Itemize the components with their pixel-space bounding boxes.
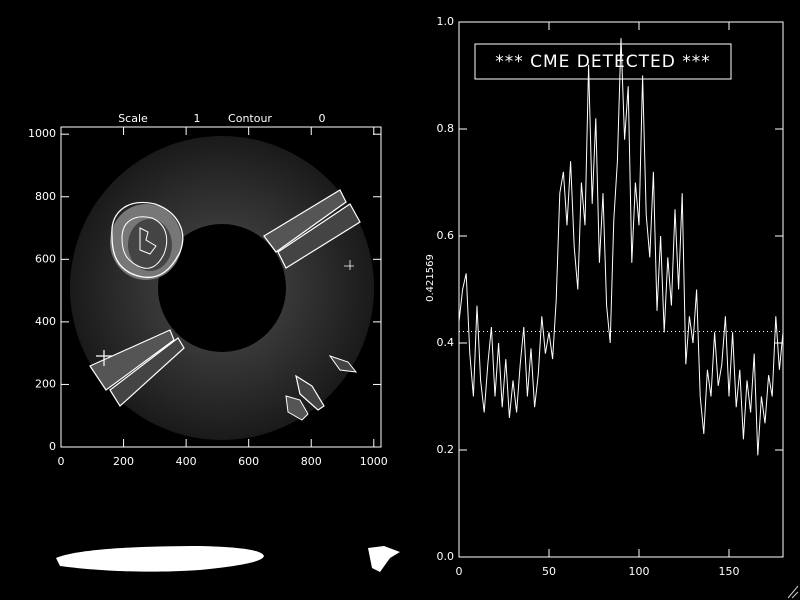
y-tick-label: 1.0 xyxy=(437,15,455,28)
x-tick-label: 1000 xyxy=(360,455,388,468)
x-tick-label: 600 xyxy=(238,455,259,468)
coronagraph-image xyxy=(70,136,374,440)
y-tick-label: 800 xyxy=(35,190,56,203)
y-axis-label: 0.421569 xyxy=(425,254,436,302)
x-tick-label: 100 xyxy=(629,565,650,578)
x-tick-label: 400 xyxy=(176,455,197,468)
y-tick-label: 400 xyxy=(35,315,56,328)
x-tick-label: 800 xyxy=(301,455,322,468)
annotation-box xyxy=(474,43,732,80)
y-tick-label: 0.8 xyxy=(437,122,455,135)
resize-grip xyxy=(787,585,799,599)
x-tick-label: 50 xyxy=(542,565,556,578)
x-tick-label: 0 xyxy=(58,455,65,468)
scale-value: 1 xyxy=(194,112,201,125)
plot-frame xyxy=(60,126,382,448)
data-line xyxy=(458,38,784,456)
y-tick-label: 0.6 xyxy=(437,229,455,242)
y-tick-label: 1000 xyxy=(28,127,56,140)
y-tick-label: 0.0 xyxy=(437,550,455,563)
scale-label: Scale xyxy=(118,112,148,125)
blob xyxy=(56,546,264,572)
x-tick-label: 150 xyxy=(719,565,740,578)
contour-label: Contour xyxy=(228,112,272,125)
plot-frame xyxy=(458,21,784,558)
y-tick-label: 0.4 xyxy=(437,336,455,349)
contour-value: 0 xyxy=(319,112,326,125)
x-tick-label: 200 xyxy=(113,455,134,468)
y-tick-label: 200 xyxy=(35,377,56,390)
y-tick-label: 0 xyxy=(49,440,56,453)
x-tick-label: 0 xyxy=(456,565,463,578)
y-tick-label: 600 xyxy=(35,252,56,265)
blob xyxy=(368,546,400,572)
y-tick-label: 0.2 xyxy=(437,443,455,456)
annotation: *** CME DETECTED *** xyxy=(495,52,711,72)
